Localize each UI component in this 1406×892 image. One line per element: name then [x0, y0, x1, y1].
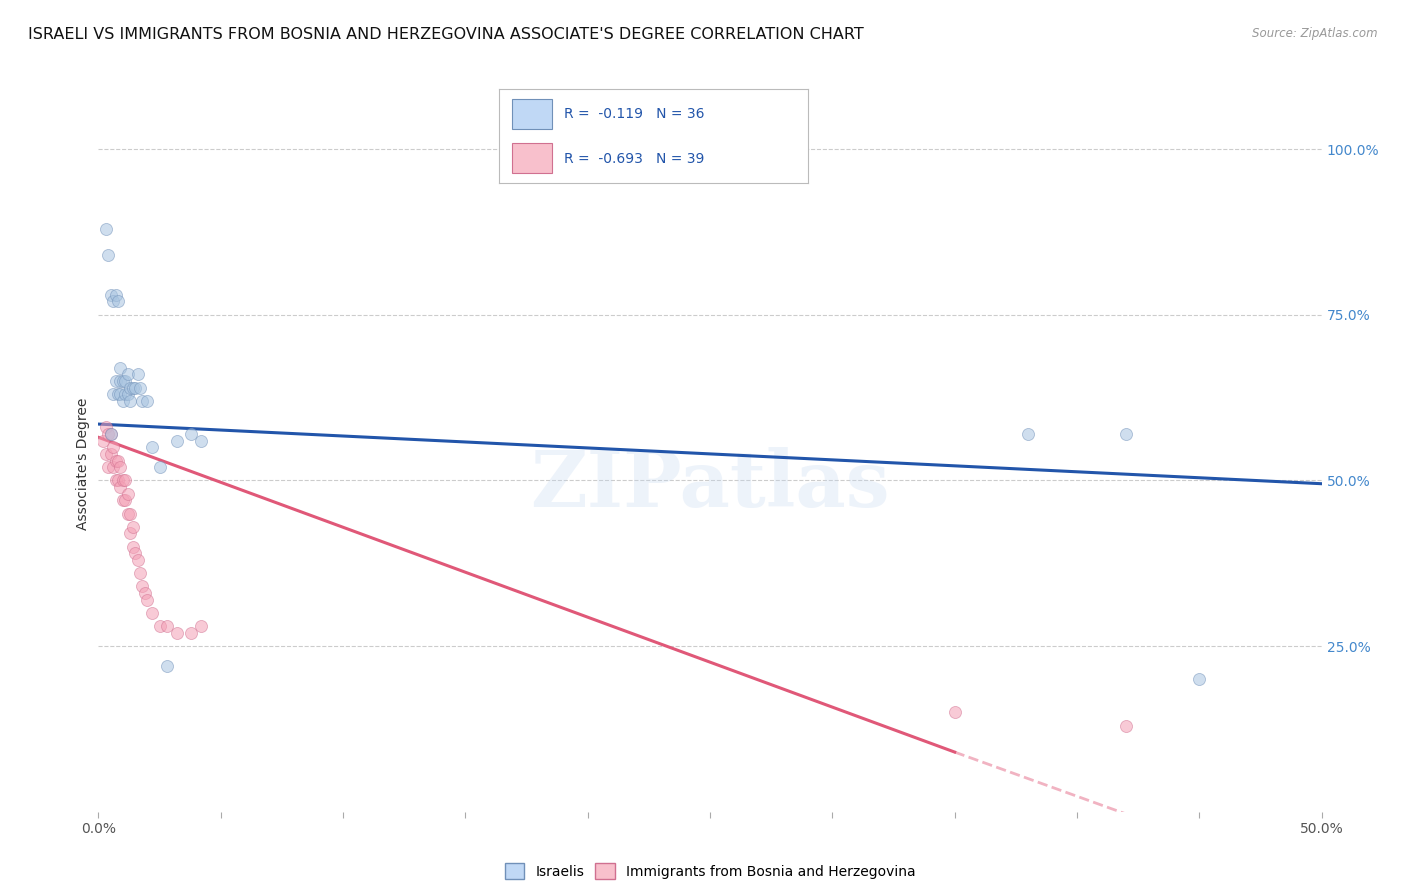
Point [107, 387, 129, 401]
Point [114, 474, 136, 488]
Point [101, 460, 124, 475]
Point [141, 440, 163, 454]
Point [190, 434, 212, 448]
Point [107, 474, 129, 488]
Point [94, 221, 117, 235]
Point [101, 294, 124, 309]
Point [104, 474, 127, 488]
Point [117, 486, 139, 500]
Point [134, 586, 156, 600]
Y-axis label: Associate's Degree: Associate's Degree [76, 398, 90, 530]
Point [114, 493, 136, 508]
Point [120, 526, 142, 541]
Point [111, 493, 134, 508]
Point [114, 387, 136, 401]
Point [156, 619, 179, 633]
Point [100, 447, 122, 461]
Point [166, 434, 188, 448]
Bar [512, 143, 551, 173]
Point [166, 625, 188, 640]
Point [149, 460, 172, 475]
Point [190, 619, 212, 633]
Point [101, 440, 124, 454]
Point [136, 393, 159, 408]
Point [100, 427, 122, 442]
Point [107, 294, 129, 309]
Point [107, 453, 129, 467]
Point [136, 592, 159, 607]
Point [104, 288, 127, 302]
Point [101, 387, 124, 401]
Point [117, 507, 139, 521]
Text: Source: ZipAtlas.com: Source: ZipAtlas.com [1253, 27, 1378, 40]
Point [1017, 427, 1039, 442]
Point [114, 374, 136, 388]
Point [156, 659, 179, 673]
Point [104, 453, 127, 467]
Point [127, 368, 149, 382]
Point [149, 619, 172, 633]
Point [110, 480, 132, 494]
Point [110, 374, 132, 388]
Point [131, 393, 153, 408]
Point [129, 566, 152, 581]
Point [127, 553, 149, 567]
Point [100, 427, 122, 442]
Text: ZIPatlas: ZIPatlas [530, 447, 890, 523]
Point [94, 420, 117, 434]
Point [141, 606, 163, 620]
Point [1188, 672, 1211, 686]
Point [121, 520, 143, 534]
Point [124, 546, 146, 560]
Point [104, 374, 127, 388]
Point [110, 387, 132, 401]
Point [1115, 718, 1137, 732]
Point [120, 393, 142, 408]
Point [120, 507, 142, 521]
Point [129, 381, 152, 395]
Point [111, 393, 134, 408]
Point [97, 248, 120, 262]
Point [94, 447, 117, 461]
Point [97, 427, 120, 442]
Point [131, 579, 153, 593]
Point [100, 288, 122, 302]
Bar [512, 98, 551, 129]
Point [124, 381, 146, 395]
Point [111, 374, 134, 388]
Text: R =  -0.119   N = 36: R = -0.119 N = 36 [564, 108, 704, 121]
Point [180, 427, 202, 442]
Legend: Israelis, Immigrants from Bosnia and Herzegovina: Israelis, Immigrants from Bosnia and Her… [499, 857, 921, 885]
Point [117, 387, 139, 401]
Point [117, 368, 139, 382]
Point [1115, 427, 1137, 442]
Point [121, 540, 143, 554]
Point [110, 460, 132, 475]
Point [91, 434, 114, 448]
Text: ISRAELI VS IMMIGRANTS FROM BOSNIA AND HERZEGOVINA ASSOCIATE'S DEGREE CORRELATION: ISRAELI VS IMMIGRANTS FROM BOSNIA AND HE… [28, 27, 863, 42]
Point [121, 381, 143, 395]
Point [110, 360, 132, 375]
Point [120, 381, 142, 395]
Point [943, 706, 966, 720]
Point [97, 460, 120, 475]
Point [180, 625, 202, 640]
Text: R =  -0.693   N = 39: R = -0.693 N = 39 [564, 152, 704, 166]
Point [111, 474, 134, 488]
